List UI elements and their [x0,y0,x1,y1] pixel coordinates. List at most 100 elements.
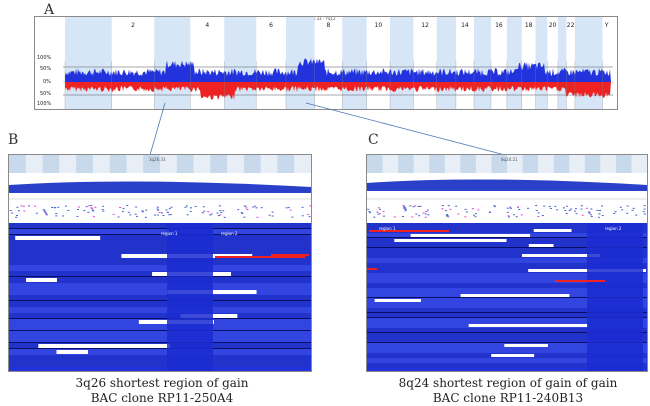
probe-mark [635,214,638,216]
probe-mark [209,214,212,216]
probe-mark [165,209,168,211]
loss-highlight [271,254,309,256]
probe-mark [170,206,173,208]
probe-mark [222,210,225,212]
region-panel-8q24: 8q24.21 region 1 region 2 [366,154,648,372]
probe-mark [168,208,171,210]
probe-mark [141,210,144,212]
probe-mark [122,211,125,213]
probe-mark [474,213,477,215]
sample-row [367,333,647,338]
ideogram-band [553,155,570,173]
loss-highlight [215,256,305,258]
sample-row [367,253,647,258]
probe-mark [477,209,480,211]
region-plot-3q26 [9,155,311,371]
sample-neutral [374,299,421,302]
probe-mark [403,207,406,209]
sample-row [9,259,311,265]
panel-a-letter: A [44,2,55,18]
probe-mark [377,213,380,215]
ytick-100-top: 100% [37,55,52,61]
probe-mark [590,215,593,217]
probe-mark [43,210,46,212]
probe-mark [194,206,197,208]
probe-mark [508,216,511,218]
probe-mark [57,206,60,208]
region-b-title: 3q26.33 [149,157,166,162]
sample-divider [367,297,647,298]
probe-mark [581,214,584,216]
sample-divider [9,342,311,343]
chrom-label-6: 6 [269,22,273,29]
sample-row [9,265,311,271]
chrom-label-Y: Y [604,22,609,29]
caption-8q24: 8q24 shortest region of gain of gain BAC… [388,376,628,406]
probe-mark [35,212,38,214]
probe-mark [90,207,93,209]
probe-mark [424,213,427,215]
ytick-0: 0% [43,79,51,85]
sample-divider [367,312,647,313]
sample-row [367,258,647,263]
sample-row [367,303,647,308]
probe-mark [535,209,538,211]
ideogram-band [491,155,507,173]
sample-row [9,241,311,247]
probe-mark [535,205,538,207]
probe-mark [411,216,414,218]
probe-mark [102,205,105,207]
sample-row [367,263,647,268]
sample-row [9,307,311,313]
probe-mark [575,213,578,215]
probe-mark [471,208,474,210]
probe-mark [166,211,169,213]
probe-mark [506,211,509,213]
sample-neutral [468,324,589,327]
probe-mark [307,213,310,215]
copy-number-plot [63,17,613,109]
probe-mark [134,213,137,215]
probe-mark [144,216,147,218]
probe-mark [455,205,458,207]
probe-mark [44,212,47,214]
probe-mark [414,205,417,207]
probe-mark [515,216,518,218]
probe-mark [493,206,496,208]
probe-mark [15,216,18,218]
zoom-line-3q [149,102,166,156]
probe-mark [626,212,629,214]
probe-mark [243,216,246,218]
probe-mark [445,210,448,212]
probe-mark [90,208,93,210]
ideogram-band [243,155,261,173]
probe-mark [566,205,569,207]
sample-row [367,283,647,288]
probe-mark [45,213,48,215]
sample-row [9,331,311,337]
probe-mark [219,214,222,216]
probe-mark [418,215,421,217]
probe-mark [64,205,67,207]
ytick-50-bottom: 50% [40,91,52,97]
probe-mark [377,207,380,209]
probe-mark [520,214,523,216]
probe-mark [160,212,163,214]
sample-neutral [394,239,507,242]
probe-mark [404,209,407,211]
probe-mark [91,209,94,211]
probe-mark [301,215,304,217]
probe-mark [289,209,292,211]
region-b-label-2: region 2 [221,231,238,236]
probe-mark [506,207,509,209]
ideogram-band [460,155,476,173]
probe-mark [256,216,259,218]
probe-mark [378,213,381,215]
probe-mark [237,209,240,211]
probe-mark [598,213,601,215]
region-c-label-2: region 2 [605,226,622,231]
probe-mark [112,213,115,215]
probe-mark [23,210,26,212]
chrom-label-22: 22 [566,22,575,29]
probe-mark [643,213,646,215]
